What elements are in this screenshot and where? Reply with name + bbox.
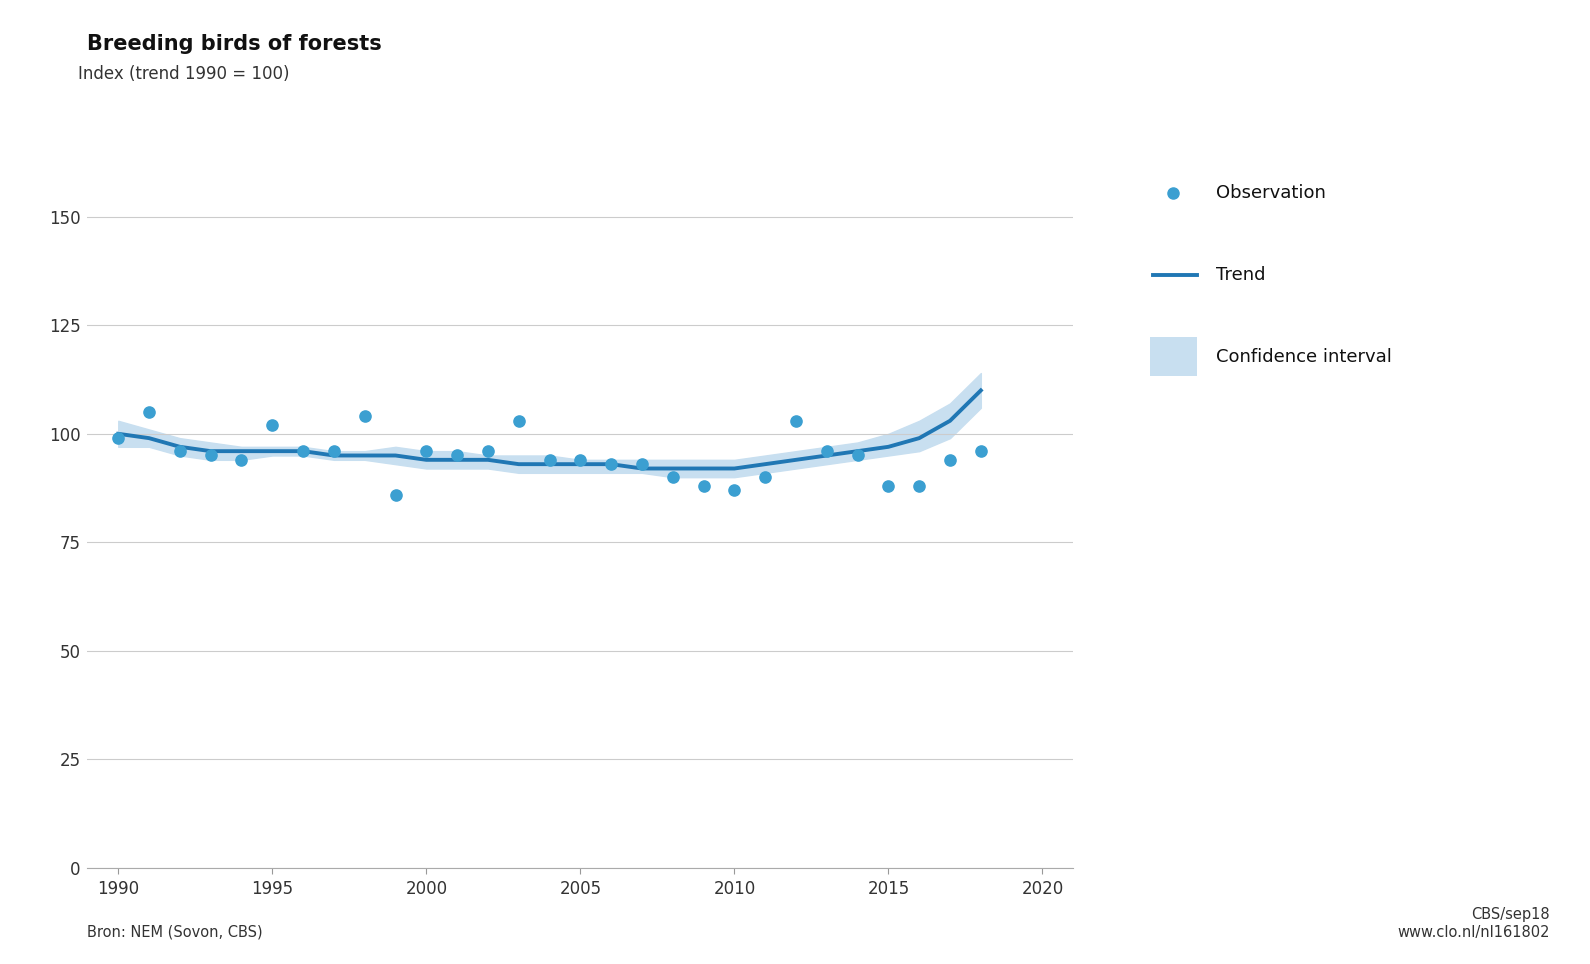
Point	[568, 452, 593, 468]
Point	[291, 443, 316, 459]
Point	[660, 469, 685, 485]
Point	[937, 452, 962, 468]
Point	[383, 487, 409, 502]
Point	[197, 447, 223, 464]
Point	[475, 443, 501, 459]
Point	[598, 456, 623, 471]
Point	[321, 443, 347, 459]
Point	[844, 447, 870, 464]
Text: Index (trend 1990 = 100): Index (trend 1990 = 100)	[78, 66, 289, 83]
Point	[752, 469, 778, 485]
Point	[259, 417, 285, 433]
Text: Confidence interval: Confidence interval	[1216, 348, 1393, 365]
Point	[413, 443, 439, 459]
Point	[105, 430, 130, 445]
Point	[444, 447, 469, 464]
Point	[906, 478, 932, 494]
Point	[167, 443, 192, 459]
Point	[722, 482, 747, 497]
Text: Breeding birds of forests: Breeding birds of forests	[87, 34, 382, 54]
Point	[506, 413, 531, 428]
Point	[229, 452, 254, 468]
Point	[968, 443, 994, 459]
Point	[690, 478, 716, 494]
Point	[784, 413, 809, 428]
Point	[876, 478, 902, 494]
Text: Observation: Observation	[1216, 184, 1326, 201]
Text: CBS/sep18
www.clo.nl/nl161802: CBS/sep18 www.clo.nl/nl161802	[1398, 907, 1550, 940]
Point	[814, 443, 840, 459]
Text: Trend: Trend	[1216, 266, 1266, 283]
Text: Bron: NEM (Sovon, CBS): Bron: NEM (Sovon, CBS)	[87, 924, 262, 940]
Point	[537, 452, 563, 468]
Point	[630, 456, 655, 471]
Point	[137, 405, 162, 420]
Point	[351, 409, 377, 424]
